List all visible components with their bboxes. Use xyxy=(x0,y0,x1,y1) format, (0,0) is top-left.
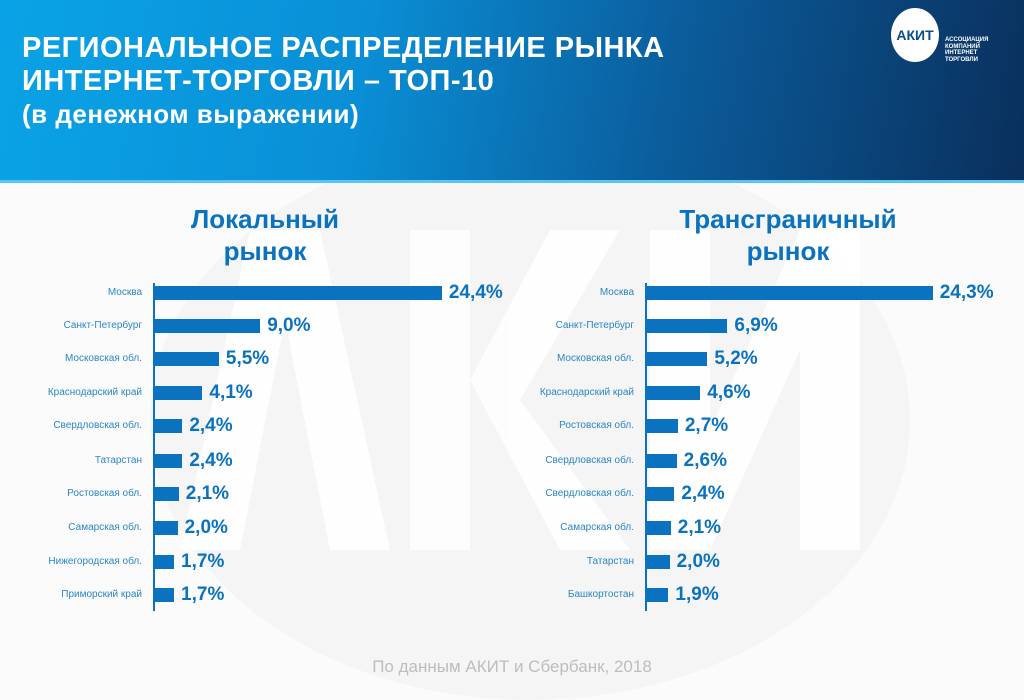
value-label: 4,6% xyxy=(707,382,751,403)
value-label: 2,0% xyxy=(184,517,228,538)
bar xyxy=(646,454,677,468)
source-footer: По данным АКИТ и Сбербанк, 2018 xyxy=(372,657,652,676)
value-label: 2,7% xyxy=(684,415,729,436)
page-title: РЕГИОНАЛЬНОЕ РАСПРЕДЕЛЕНИЕ РЫНКА ИНТЕРНЕ… xyxy=(22,32,665,131)
category-label: Приморский край xyxy=(61,589,142,600)
value-label: 6,9% xyxy=(734,315,778,336)
bar xyxy=(646,319,728,333)
category-label: Санкт-Петербург xyxy=(555,320,634,331)
akit-logo: АКИТ xyxy=(891,8,939,62)
chart-title-local: Локальный рынок xyxy=(115,203,415,267)
category-label: Санкт-Петербург xyxy=(63,320,142,331)
value-label: 2,4% xyxy=(189,415,233,436)
bar xyxy=(154,521,178,535)
bar xyxy=(646,487,675,501)
category-label: Свердловская обл. xyxy=(53,420,142,431)
category-label: Татарстан xyxy=(586,556,634,567)
bar xyxy=(154,319,261,333)
value-label: 5,5% xyxy=(225,348,270,369)
bar xyxy=(646,419,678,433)
value-label: 1,9% xyxy=(675,584,719,605)
category-label: Свердловская обл. xyxy=(545,488,634,499)
value-label: 1,7% xyxy=(181,551,225,572)
value-label: 2,1% xyxy=(185,483,230,504)
bar xyxy=(646,521,671,535)
watermark-logo xyxy=(180,230,860,550)
logo-sub-line: АССОЦИАЦИЯ xyxy=(945,37,989,43)
logo-sub-line: КОМПАНИЙ xyxy=(945,43,980,50)
category-label: Татарстан xyxy=(94,455,142,466)
category-label: Самарская обл. xyxy=(68,522,142,533)
value-label: 2,0% xyxy=(676,551,720,572)
header-banner: РЕГИОНАЛЬНОЕ РАСПРЕДЕЛЕНИЕ РЫНКА ИНТЕРНЕ… xyxy=(0,0,1024,183)
bar xyxy=(154,352,219,366)
chart-title-crossborder: Трансграничный рынок xyxy=(638,203,938,267)
category-label: Краснодарский край xyxy=(539,387,634,398)
bar xyxy=(646,588,669,602)
bar xyxy=(154,588,175,602)
bar xyxy=(154,487,179,501)
chart-title-text: Локальный рынок xyxy=(191,204,339,266)
category-label: Краснодарский край xyxy=(47,387,142,398)
title-line-2: ИНТЕРНЕТ-ТОРГОВЛИ – ТОП-10 xyxy=(22,65,495,97)
bar xyxy=(154,286,442,300)
value-label: 2,1% xyxy=(677,517,722,538)
logo-sub-line: ТОРГОВЛИ xyxy=(945,56,978,63)
category-label: Московская обл. xyxy=(556,353,634,364)
category-label: Московская обл. xyxy=(64,353,142,364)
category-label: Москва xyxy=(107,287,142,298)
value-label: 24,4% xyxy=(448,282,503,303)
bar xyxy=(646,352,708,366)
value-label: 2,4% xyxy=(189,450,233,471)
chart-axis xyxy=(645,283,647,611)
bar xyxy=(154,386,203,400)
category-label: Самарская обл. xyxy=(560,522,634,533)
category-label: Ростовская обл. xyxy=(67,488,142,499)
title-line-3: (в денежном выражении) xyxy=(22,99,360,129)
value-label: 9,0% xyxy=(267,315,311,336)
chart-axis xyxy=(153,283,155,611)
value-label: 1,7% xyxy=(181,584,225,605)
bar xyxy=(646,286,933,300)
value-label: 24,3% xyxy=(939,282,994,303)
logo-sub-line: ИНТЕРНЕТ xyxy=(945,50,978,56)
value-label: 2,6% xyxy=(683,450,727,471)
value-label: 2,4% xyxy=(681,483,725,504)
title-line-1: РЕГИОНАЛЬНОЕ РАСПРЕДЕЛЕНИЕ РЫНКА xyxy=(22,32,665,64)
value-label: 4,1% xyxy=(209,382,253,403)
category-label: Нижегородская обл. xyxy=(48,556,142,567)
category-label: Свердловская обл. xyxy=(545,455,634,466)
value-label: 5,2% xyxy=(714,348,758,369)
category-label: Башкортостан xyxy=(567,589,634,600)
bar xyxy=(154,454,183,468)
bar xyxy=(646,555,670,569)
chart-title-text: Трансграничный рынок xyxy=(679,204,897,266)
bar xyxy=(646,386,701,400)
category-label: Ростовская обл. xyxy=(559,420,634,431)
bar xyxy=(154,555,175,569)
category-label: Москва xyxy=(599,287,634,298)
bar xyxy=(154,419,183,433)
logo-subtitle: АССОЦИАЦИЯ КОМПАНИЙ ИНТЕРНЕТ ТОРГОВЛИ xyxy=(945,37,988,63)
